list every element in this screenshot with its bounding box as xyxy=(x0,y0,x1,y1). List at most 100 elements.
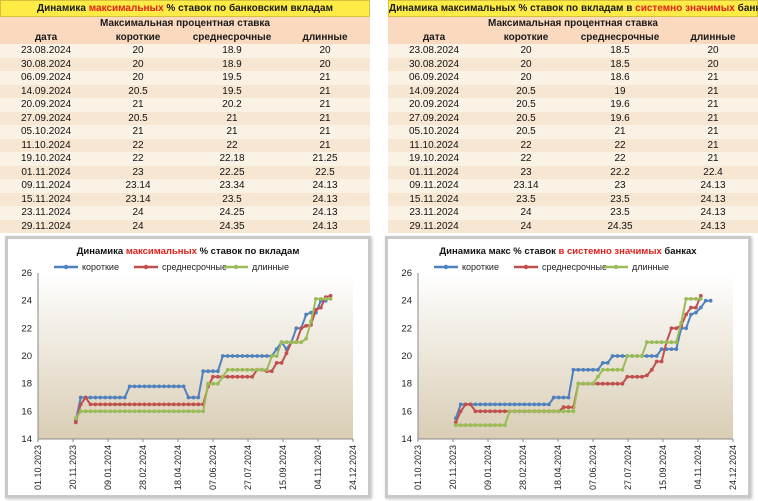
table-body: 23.08.2024 20 18.9 20 30.08.2024 20 18.9 20 06.0… xyxy=(0,44,370,233)
data-point xyxy=(88,395,93,400)
data-point xyxy=(127,384,132,389)
x-tick-label: 15.09.2024 xyxy=(278,445,288,490)
data-point xyxy=(669,326,674,331)
data-point xyxy=(299,326,304,331)
data-point xyxy=(269,369,274,374)
y-tick-label: 16 xyxy=(21,406,32,417)
data-point xyxy=(498,409,502,414)
data-point xyxy=(152,402,157,407)
data-point xyxy=(152,384,157,389)
cell-long: 21 xyxy=(319,139,331,151)
data-point xyxy=(304,312,308,317)
data-point xyxy=(279,340,284,345)
table-row: 15.11.2024 23.14 23.5 24.13 xyxy=(0,192,370,206)
data-point xyxy=(250,354,255,358)
table-row: 23.11.2024 24 23.5 24.13 xyxy=(388,206,758,220)
column-header-date: дата xyxy=(422,32,446,43)
cell-short: 20 xyxy=(132,72,144,83)
data-point xyxy=(230,374,235,379)
data-point xyxy=(581,367,586,372)
table-row: 23.08.2024 20 18.5 20 xyxy=(388,44,758,58)
column-header-short: короткие xyxy=(503,32,549,43)
cell-short: 23.14 xyxy=(125,180,151,191)
data-point xyxy=(211,381,215,386)
x-tick-label: 20.11.2023 xyxy=(448,445,458,489)
x-tick-label: 20.11.2023 xyxy=(68,445,78,489)
data-point xyxy=(191,395,196,400)
data-point xyxy=(654,340,659,345)
cell-long: 24.13 xyxy=(312,193,338,205)
data-point xyxy=(547,402,551,407)
table-row: 19.10.2024 22 22 21 xyxy=(388,152,758,166)
cell-medium: 18.9 xyxy=(222,58,242,70)
data-point xyxy=(507,409,512,414)
cell-date: 20.09.2024 xyxy=(20,99,72,110)
data-point xyxy=(265,354,269,358)
cell-date: 27.09.2024 xyxy=(408,112,460,124)
cell-medium: 21 xyxy=(614,126,626,137)
data-point xyxy=(171,409,176,414)
data-point xyxy=(98,402,103,407)
data-point xyxy=(220,354,225,358)
cell-date: 14.09.2024 xyxy=(408,85,460,97)
data-point xyxy=(113,395,117,400)
data-point xyxy=(137,402,142,407)
table-subheader: Максимальная процентная ставка xyxy=(0,17,370,31)
table-row: 05.10.2024 20.5 21 21 xyxy=(388,125,758,139)
cell-long: 21 xyxy=(319,85,331,97)
data-point xyxy=(502,409,507,414)
x-tick-label: 27.07.2024 xyxy=(623,445,633,490)
legend-marker xyxy=(443,264,449,270)
table-body: 23.08.2024 20 18.5 20 30.08.2024 20 18.5 20 06.0… xyxy=(388,44,758,233)
cell-medium: 22.25 xyxy=(219,166,245,178)
data-point xyxy=(512,409,517,414)
cell-medium: 23.34 xyxy=(219,180,245,191)
data-point xyxy=(532,402,537,407)
data-point xyxy=(250,367,255,372)
cell-long: 20 xyxy=(707,58,719,70)
legend-label: длинные xyxy=(252,262,289,272)
data-point xyxy=(103,409,108,414)
cell-short: 20 xyxy=(520,45,532,56)
table-row: 06.09.2024 20 19.5 21 xyxy=(0,71,370,85)
data-point xyxy=(610,367,615,372)
legend-item: среднесрочные xyxy=(134,262,227,272)
data-point xyxy=(245,354,250,358)
x-tick-label: 09.01.2024 xyxy=(103,445,113,490)
data-point xyxy=(83,395,88,400)
cell-short: 20.5 xyxy=(516,126,536,137)
data-point xyxy=(517,402,522,407)
cell-medium: 23 xyxy=(614,180,626,191)
data-point xyxy=(615,367,620,372)
data-point xyxy=(610,381,615,386)
cell-long: 21 xyxy=(707,99,719,110)
data-point xyxy=(216,369,220,374)
data-point xyxy=(674,340,679,345)
data-point xyxy=(274,361,279,365)
data-point xyxy=(473,402,478,407)
legend-item: среднесрочные xyxy=(514,262,607,272)
data-point xyxy=(73,420,78,425)
data-point xyxy=(216,381,220,386)
data-point xyxy=(698,305,703,310)
data-point xyxy=(610,354,615,358)
data-point xyxy=(635,354,639,358)
y-tick-label: 14 xyxy=(401,434,412,445)
data-point xyxy=(171,384,176,389)
cell-long: 20 xyxy=(707,45,719,56)
table-row: 29.11.2024 24 24.35 24.13 xyxy=(0,219,370,233)
data-point xyxy=(605,361,610,365)
data-point xyxy=(458,409,463,414)
data-point xyxy=(284,351,289,356)
cell-date: 14.09.2024 xyxy=(20,85,72,97)
cell-medium: 19 xyxy=(614,85,626,97)
data-point xyxy=(586,381,590,386)
data-point xyxy=(299,340,304,345)
cell-date: 05.10.2024 xyxy=(20,126,72,137)
data-point xyxy=(507,402,512,407)
data-point xyxy=(649,354,654,358)
data-point xyxy=(488,423,492,428)
data-point xyxy=(635,374,639,379)
data-point xyxy=(225,354,230,358)
data-point xyxy=(176,409,181,414)
